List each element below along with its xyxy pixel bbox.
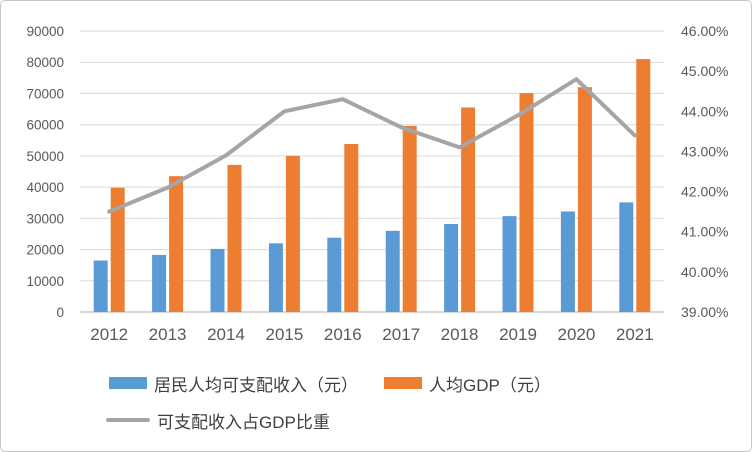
legend-label-gdp: 人均GDP（元） bbox=[429, 375, 551, 395]
left-axis-tick-label: 90000 bbox=[26, 24, 64, 39]
left-axis-tick-label: 70000 bbox=[26, 86, 64, 101]
x-axis-tick-label: 2015 bbox=[265, 325, 303, 344]
left-axis-tick-label: 80000 bbox=[26, 55, 64, 70]
legend-item-gdp: 人均GDP（元） bbox=[384, 371, 551, 395]
gdp-swatch-icon bbox=[384, 377, 422, 389]
bar-income bbox=[93, 260, 108, 312]
left-axis-tick-label: 60000 bbox=[26, 118, 64, 133]
left-axis-tick-label: 10000 bbox=[26, 274, 64, 289]
x-axis-tick-label: 2012 bbox=[90, 325, 128, 344]
bar-income bbox=[619, 202, 634, 312]
ratio-line-swatch-icon bbox=[106, 418, 150, 422]
bar-income bbox=[444, 224, 459, 312]
legend-label-income: 居民人均可支配收入（元） bbox=[154, 375, 358, 395]
x-axis-tick-label: 2016 bbox=[324, 325, 362, 344]
left-axis-tick-label: 0 bbox=[56, 305, 64, 320]
right-axis-tick-label: 43.00% bbox=[681, 143, 728, 159]
bar-income bbox=[152, 254, 167, 312]
right-axis-tick-label: 42.00% bbox=[681, 184, 728, 200]
right-axis-tick-label: 44.00% bbox=[681, 103, 728, 119]
legend-label-ratio: 可支配收入占GDP比重 bbox=[157, 412, 330, 432]
bar-income bbox=[502, 216, 517, 312]
right-axis-tick-label: 46.00% bbox=[681, 23, 728, 39]
x-axis-tick-label: 2014 bbox=[207, 325, 245, 344]
left-axis-tick-label: 50000 bbox=[26, 149, 64, 164]
bar-gdp bbox=[227, 164, 242, 312]
bar-gdp bbox=[636, 59, 651, 312]
x-axis-tick-label: 2020 bbox=[557, 325, 595, 344]
left-axis-tick-label: 40000 bbox=[26, 180, 64, 195]
bar-income bbox=[210, 248, 225, 312]
bar-income bbox=[268, 243, 283, 312]
bar-gdp bbox=[461, 107, 476, 312]
ratio-line bbox=[107, 77, 637, 214]
bar-gdp bbox=[577, 87, 592, 312]
bar-gdp bbox=[344, 144, 359, 312]
right-axis-tick-label: 41.00% bbox=[681, 224, 728, 240]
legend-item-income: 居民人均可支配收入（元） bbox=[109, 371, 358, 395]
x-axis-tick-label: 2019 bbox=[499, 325, 537, 344]
income-swatch-icon bbox=[109, 377, 147, 389]
x-axis-tick-label: 2018 bbox=[441, 325, 479, 344]
legend-item-ratio: 可支配收入占GDP比重 bbox=[106, 408, 330, 432]
x-axis-tick-label: 2017 bbox=[382, 325, 420, 344]
right-axis-tick-label: 45.00% bbox=[681, 63, 728, 79]
bar-gdp bbox=[402, 125, 417, 313]
left-axis-tick-label: 20000 bbox=[26, 243, 64, 258]
right-axis-tick-label: 39.00% bbox=[681, 304, 728, 320]
x-axis-tick-label: 2021 bbox=[616, 325, 654, 344]
bar-income bbox=[385, 230, 400, 312]
left-axis-tick-label: 30000 bbox=[26, 211, 64, 226]
bar-gdp bbox=[169, 176, 184, 312]
bar-gdp bbox=[285, 155, 300, 312]
x-axis-tick-label: 2013 bbox=[149, 325, 187, 344]
right-axis-tick-label: 40.00% bbox=[681, 264, 728, 280]
bar-gdp bbox=[110, 187, 125, 312]
bar-income bbox=[327, 237, 342, 312]
bar-gdp bbox=[519, 93, 534, 312]
bar-income bbox=[560, 211, 575, 312]
